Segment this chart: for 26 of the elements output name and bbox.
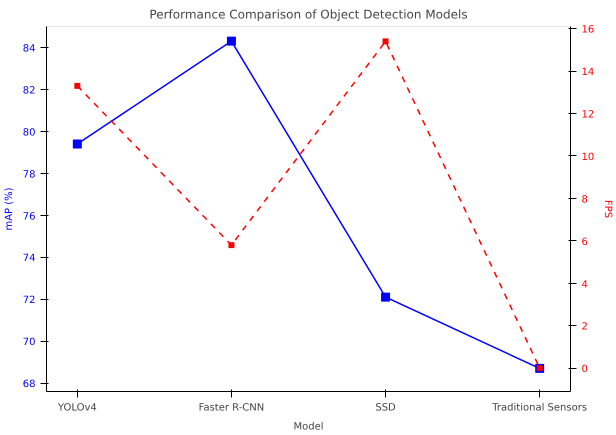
y2-tick-label: 12 [582, 110, 594, 121]
y-axis-title: mAP (%) [4, 187, 15, 231]
x-axis-title: Model [293, 422, 324, 432]
x-tick-label: YOLOv4 [56, 402, 97, 414]
y2-tick-label: 2 [582, 322, 588, 333]
y2-axis-title: FPS [602, 200, 614, 218]
y2-tick-label: 4 [582, 279, 588, 290]
y-tick-label: 80 [22, 127, 36, 138]
x-tick-label: SSD [375, 402, 396, 414]
y-tick-label: 84 [22, 43, 36, 54]
y-tick-label: 78 [22, 169, 36, 180]
y-tick-label: 70 [22, 337, 36, 348]
y-tick-label: 82 [22, 85, 36, 96]
y2-tick-label: 6 [582, 236, 588, 248]
y-tick-label: 68 [22, 379, 36, 390]
y-tick-label: 74 [22, 253, 36, 264]
y2-tick-label: 0 [582, 364, 588, 376]
x-tick-label: Faster R-CNN [198, 402, 264, 414]
y-tick-label: 72 [22, 295, 36, 306]
x-tick-label: Traditional Sensors [491, 402, 588, 414]
chart-title: Performance Comparison of Object Detection Models [149, 8, 468, 22]
y2-tick-label: 14 [582, 67, 594, 78]
y2-tick-label: 16 [582, 24, 594, 36]
y-tick-label: 76 [22, 211, 36, 222]
y2-tick-label: 10 [582, 152, 594, 163]
y2-tick-label: 8 [582, 194, 588, 206]
